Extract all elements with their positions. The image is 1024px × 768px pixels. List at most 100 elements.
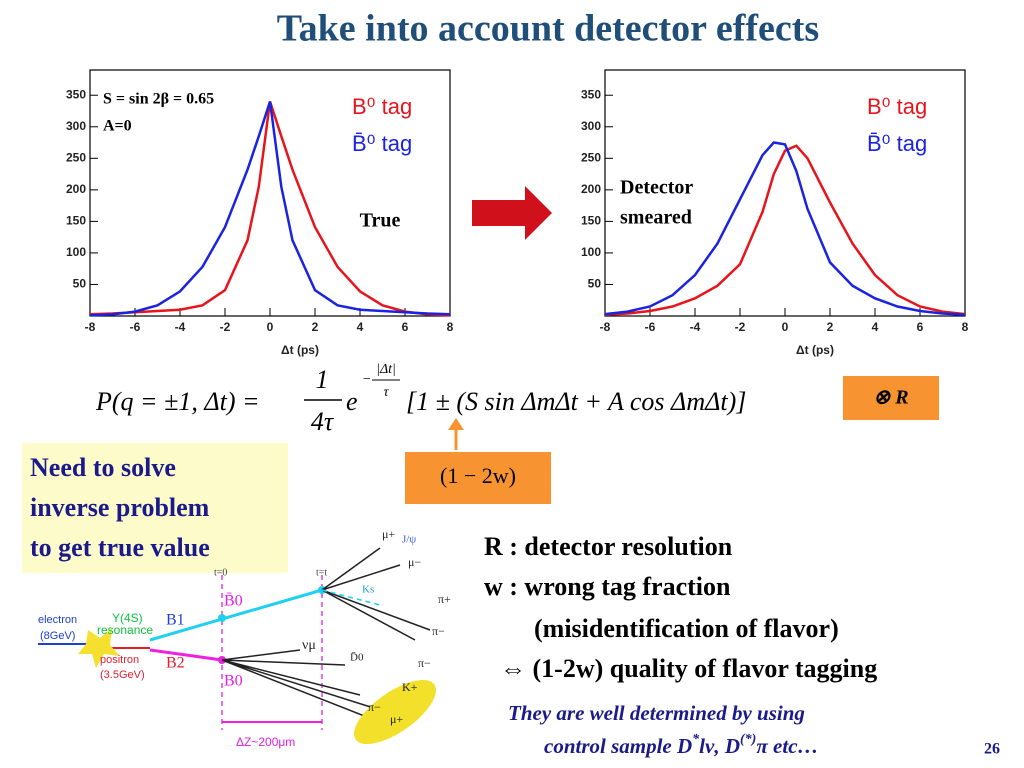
diagram-label: π− [432, 624, 445, 638]
formula-lhs: P(q = ±1, Δt) = [95, 387, 260, 416]
y-tick-label: 250 [66, 150, 86, 164]
x-tick-label: 6 [917, 320, 924, 334]
y-tick-label: 350 [66, 87, 86, 101]
formula-base: e [346, 387, 358, 416]
collision [78, 628, 120, 668]
ks-track [321, 589, 381, 606]
diagram-label: νμ [302, 638, 316, 653]
footnote-part: control sample D [544, 734, 692, 758]
series-line [89, 101, 451, 317]
x-axis-label: Δt (ps) [281, 343, 319, 357]
x-tick-label: 4 [872, 320, 879, 334]
diagram-label: π− [368, 700, 381, 714]
dilution: (1 − 2w) [440, 463, 516, 488]
diagram-label: B0 [224, 673, 243, 690]
y-tick-label: 200 [581, 182, 601, 196]
x-tick-label: 4 [357, 320, 364, 334]
y-tick-label: 150 [581, 214, 601, 228]
y-tick-label: 300 [66, 119, 86, 133]
formula-den: 4τ [311, 407, 335, 436]
convolution: ⊗ R [873, 387, 908, 409]
x-tick-label: 8 [447, 320, 454, 334]
footnote-part: π etc… [756, 734, 818, 758]
x-tick-label: -4 [690, 320, 701, 334]
diagram-label: (3.5GeV) [100, 669, 145, 681]
diagram-label: (8GeV) [40, 630, 75, 642]
footnote: They are well determined by using [508, 701, 805, 725]
b-track [149, 588, 323, 642]
x-tick-label: 6 [402, 320, 409, 334]
diagram-label: Υ(4S) [112, 611, 143, 625]
definition: ⇔ (1-2w) quality of flavor tagging [500, 654, 877, 683]
y-tick-label: 200 [66, 182, 86, 196]
diagram-label: K+ [402, 680, 418, 694]
definition: w : wrong tag fraction [484, 572, 731, 601]
diagram-label: J/ψ [402, 534, 416, 546]
diagram-label: electron [38, 614, 77, 626]
y-tick-label: 100 [66, 245, 86, 259]
annotation: True [360, 210, 401, 232]
diagram-label: resonance [97, 623, 153, 637]
y-tick-label: 300 [581, 119, 601, 133]
note: Need to solve [30, 453, 176, 482]
y-tick-label: 50 [588, 277, 602, 291]
page-number: 26 [984, 741, 1000, 758]
diagram-label: t=0 [214, 567, 227, 578]
diagram-label: μ+ [390, 712, 403, 726]
legend-entry: B⁰ tag [352, 94, 412, 119]
note: to get true value [30, 533, 210, 562]
b-track [149, 648, 223, 662]
x-tick-label: 8 [962, 320, 969, 334]
x-tick-label: -6 [645, 320, 656, 334]
definition: (misidentification of flavor) [534, 614, 839, 643]
footnote-sup: * [692, 732, 700, 747]
diagram-label: Ks [362, 584, 374, 596]
x-tick-label: -8 [600, 320, 611, 334]
definition: R : detector resolution [484, 532, 733, 561]
slide-title: Take into account detector effects [277, 8, 819, 50]
x-axis-label: Δt (ps) [796, 343, 834, 357]
vertex [218, 614, 226, 622]
y-tick-label: 100 [581, 245, 601, 259]
formula-exp-num: |Δt| [376, 362, 396, 377]
x-tick-label: -6 [130, 320, 141, 334]
diagram-label: μ+ [382, 527, 395, 541]
decay-diagram [38, 547, 436, 745]
arrow [472, 186, 552, 240]
x-tick-label: -4 [175, 320, 186, 334]
convolution-box [843, 376, 939, 420]
diagram-label: D̄0 [350, 651, 364, 663]
pointer-head [448, 418, 464, 430]
x-tick-label: -8 [85, 320, 96, 334]
diagram-label: t=t [316, 567, 327, 578]
annotation: S = sin 2β = 0.65 [103, 91, 214, 108]
formula-num: 1 [316, 365, 329, 394]
formula-exp-sign: − [362, 372, 371, 387]
tracks [221, 547, 431, 731]
formula-bracket: [1 ± (S sin ΔmΔt + A cos ΔmΔt)] [406, 387, 746, 416]
x-tick-label: 2 [312, 320, 319, 334]
diagram-label: positron [100, 654, 139, 666]
formula: P(q = ±1, Δt) = 1 4τ e − |Δt| τ [1 ± (S … [95, 362, 746, 436]
series-line [604, 141, 966, 316]
diagram-label: π− [418, 656, 431, 670]
footnote-part: lν, D [699, 734, 740, 758]
y-tick-label: 250 [581, 150, 601, 164]
note-box [22, 443, 288, 573]
y-tick-label: 50 [73, 277, 87, 291]
diagram-label: B2 [166, 655, 185, 672]
legend-entry: B̄⁰ tag [352, 131, 412, 156]
y-tick-label: 150 [66, 214, 86, 228]
diagram-label: B̄0 [224, 593, 243, 610]
x-tick-label: -2 [220, 320, 231, 334]
x-tick-label: 0 [267, 320, 274, 334]
x-tick-label: 2 [827, 320, 834, 334]
annotation: smeared [620, 207, 692, 229]
diagram-label: B1 [166, 612, 185, 629]
tag-side [354, 679, 436, 745]
y-tick-label: 350 [581, 87, 601, 101]
diagram-label: π+ [438, 592, 451, 606]
annotation: Detector [620, 177, 693, 199]
diagram-label: μ− [408, 555, 421, 569]
